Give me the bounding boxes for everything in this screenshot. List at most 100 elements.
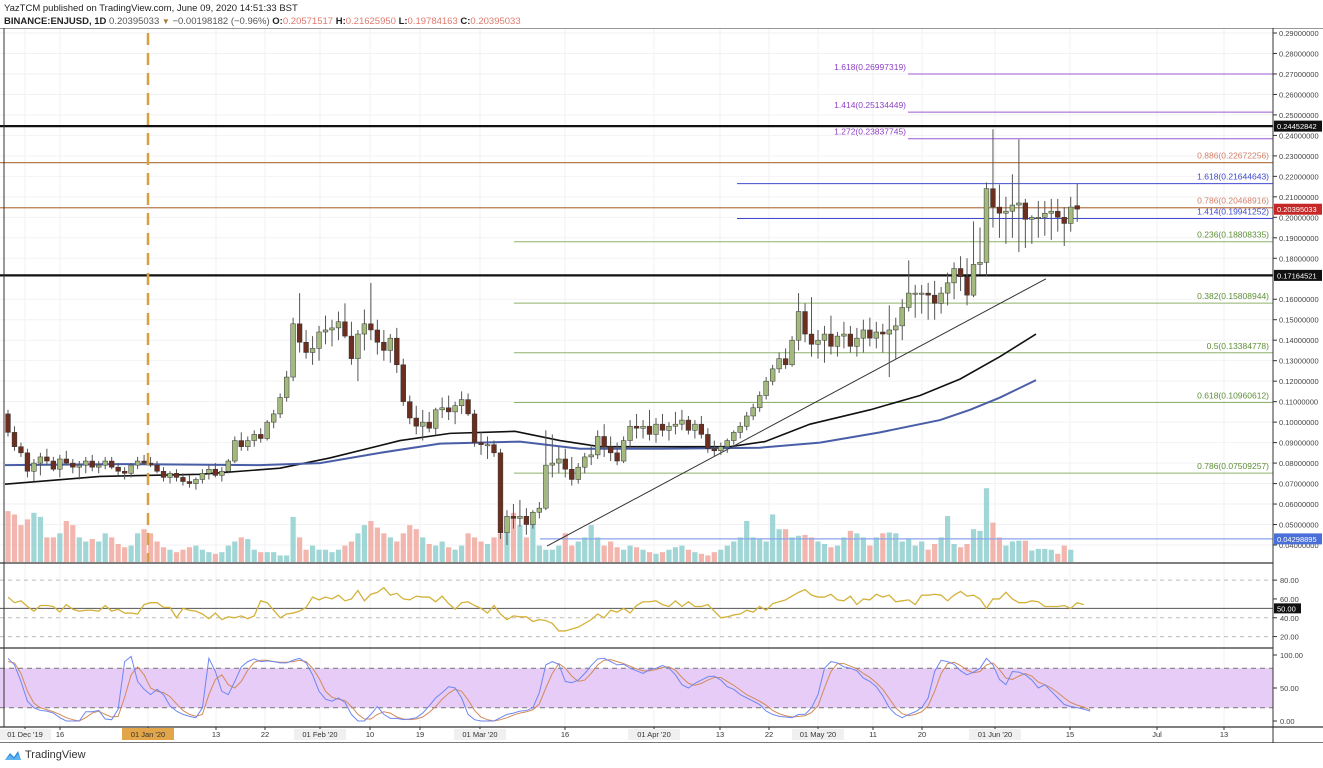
volume-bar <box>757 539 763 562</box>
candle-body <box>1029 217 1035 220</box>
candle-body <box>11 432 18 447</box>
price-tick: 0.05000000 <box>1279 521 1319 530</box>
volume-bar <box>789 537 795 562</box>
volume-bar <box>627 545 633 562</box>
rsi-badge <box>1274 603 1301 614</box>
volume-bar <box>783 529 789 562</box>
volume-bar <box>271 552 277 562</box>
volume-bar <box>335 549 342 562</box>
price-tick: 0.13000000 <box>1279 357 1319 366</box>
price-chart[interactable]: 0.886(0.22672256) 0.786(0.20468916) 1.618(… <box>0 28 1323 743</box>
candle-body <box>633 425 640 429</box>
volume-bar <box>232 541 238 562</box>
volume-bar <box>135 533 141 562</box>
candle-body <box>225 460 231 472</box>
candle-body <box>394 337 400 366</box>
candle-body <box>445 407 452 413</box>
candle-body <box>115 466 121 472</box>
low-value: 0.19784163 <box>407 16 458 27</box>
volume-bar <box>413 529 419 562</box>
time-tick: 16 <box>561 730 569 739</box>
time-axis[interactable]: 01 Dec '19 16 01 Jan '20 13 22 01 Feb '20 10 19… <box>0 727 1228 740</box>
volume-bar <box>893 533 899 562</box>
volume-bar <box>724 545 730 562</box>
volume-bar <box>834 545 841 562</box>
volume-bar <box>1003 545 1009 562</box>
tradingview-brand: TradingView <box>25 749 86 761</box>
volume-bar <box>361 525 367 562</box>
candle-body <box>698 423 705 435</box>
volume-bar <box>711 552 717 562</box>
time-tick: 01 Jan '20 <box>131 730 165 739</box>
candle-body <box>757 395 763 409</box>
volume-bar <box>523 537 529 562</box>
volume-bar <box>83 541 89 562</box>
volume-bar <box>407 525 413 562</box>
candle-body <box>245 440 251 447</box>
candle-body <box>283 376 290 398</box>
volume-bar <box>1029 550 1035 562</box>
tradingview-footer[interactable]: TradingView <box>4 749 86 761</box>
level-label: 0.5(0.13384778) <box>1207 341 1270 351</box>
volume-bar <box>867 545 873 562</box>
candle-body <box>510 516 517 519</box>
candle-body <box>1003 210 1009 214</box>
candle-body <box>1068 206 1074 224</box>
volume-bar <box>932 543 938 562</box>
time-box <box>628 729 680 740</box>
rsi-panel <box>0 579 1273 638</box>
price-badge <box>1274 120 1322 132</box>
time-tick: 01 Dec '19 <box>7 730 43 739</box>
candle-body <box>582 456 588 468</box>
volume-bar <box>880 533 886 562</box>
stoch-rsi-panel <box>0 655 1273 722</box>
candle-body <box>569 468 575 480</box>
candle-body <box>497 452 504 533</box>
open-value: 0.20571517 <box>282 16 334 27</box>
volume-bar <box>977 530 983 562</box>
volume-bar <box>795 535 802 562</box>
volume-bar <box>841 537 847 562</box>
symbol-line: BINANCE:ENJUSD, 1D 0.20395033 ▼ −0.00198… <box>4 15 521 28</box>
candle-body <box>873 331 879 339</box>
volume-bar <box>776 529 782 562</box>
candle-body <box>886 329 892 335</box>
time-tick: 13 <box>1220 730 1228 739</box>
volume-bar <box>316 549 322 562</box>
symbol-label[interactable]: BINANCE:ENJUSD, 1D <box>4 16 107 27</box>
volume-bar <box>964 543 970 562</box>
volume-bar <box>912 545 918 562</box>
price-tick: 0.04000000 <box>1279 541 1319 550</box>
volume-bar <box>1035 548 1041 562</box>
trendline[interactable] <box>546 278 1047 547</box>
candle-body <box>322 329 329 333</box>
candle-body <box>640 425 646 429</box>
high-label: H: <box>335 16 346 27</box>
candle-body <box>180 477 186 482</box>
volume-bar <box>672 547 679 562</box>
volume-bar <box>1009 541 1015 562</box>
time-tick: 20 <box>918 730 926 739</box>
volume-bar <box>89 539 95 562</box>
candle-body <box>880 331 886 335</box>
volume-bar <box>459 545 465 562</box>
volume-bar <box>679 545 685 562</box>
price-tick: 0.22000000 <box>1279 172 1319 181</box>
volume-bar <box>329 552 335 562</box>
candle-body <box>18 446 24 454</box>
volume-bar <box>50 537 56 562</box>
price-tick: 0.10000000 <box>1279 418 1319 427</box>
volume-bar <box>497 533 504 562</box>
volume-bar <box>770 514 776 562</box>
price-axis[interactable]: 0.29000000 0.28000000 0.27000000 0.26000000… <box>1273 29 1322 726</box>
volume-bar <box>1061 545 1067 562</box>
volume-bar <box>595 537 601 562</box>
volume-bar <box>387 537 393 562</box>
candle-body <box>309 348 316 353</box>
stoch-d-line <box>7 659 1091 722</box>
price-tick: 0.28000000 <box>1279 49 1319 58</box>
volume-bar <box>63 521 69 562</box>
price-tick: 0.14000000 <box>1279 336 1319 345</box>
rsi-tick: 40.00 <box>1280 614 1299 623</box>
time-tick: 22 <box>765 730 773 739</box>
